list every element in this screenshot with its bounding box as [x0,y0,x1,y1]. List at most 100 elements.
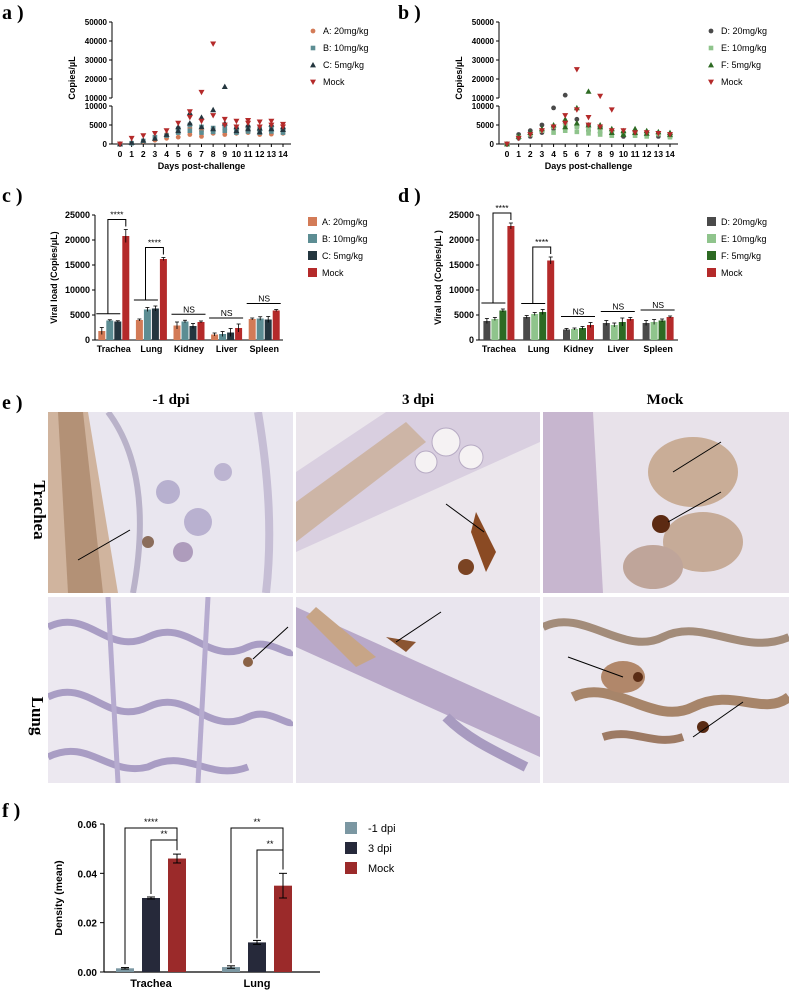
legend-swatch [707,234,716,243]
legend-label: 3 dpi [368,843,392,855]
legend-label: E: 10mg/kg [721,43,767,53]
data-point [539,122,545,128]
bar [610,325,618,340]
bar [563,329,570,340]
data-point [233,124,240,130]
data-point [222,132,228,137]
data-point [620,131,627,137]
data-point [585,88,592,94]
legend-label: C: 5mg/kg [322,251,363,261]
data-point [643,130,650,136]
bar [491,319,499,340]
y-tick-label: 5000 [89,121,107,130]
panel-label-d: d ) [398,185,421,207]
y-tick-label: 10000 [85,94,108,103]
x-tick-label: 8 [211,149,216,159]
x-tick-label: 7 [586,149,591,159]
y-tick-label: 50000 [472,18,495,27]
data-point [151,130,158,137]
data-point [210,129,216,135]
bar [571,329,578,340]
data-point [210,113,217,119]
x-tick-label: Lung [528,344,550,354]
panel-label-a: a ) [2,2,24,24]
bar [159,259,167,340]
legend-label: C: 5mg/kg [323,60,364,70]
histology-trachea-minus1dpi [48,412,293,593]
data-point [186,109,193,115]
legend-label: Mock [323,77,345,87]
legend-label: Mock [322,268,344,278]
x-tick-label: Spleen [643,344,673,354]
data-point [280,121,286,128]
x-tick-label: 2 [141,149,146,159]
panel-label-e: e ) [2,392,23,414]
significance-bracket [124,827,178,965]
y-tick-label: 10000 [449,285,474,295]
data-point [527,132,534,138]
x-tick-label: 9 [222,149,227,159]
data-point [128,139,135,145]
data-point [233,118,240,125]
data-point [550,124,557,130]
data-point [245,125,252,132]
bar [618,322,626,340]
y-tick-label: 10000 [65,285,90,295]
significance-bracket [150,839,178,894]
histology-lung-3dpi [296,597,540,783]
bar [135,320,143,340]
legend-swatch [308,251,317,260]
data-point [198,123,205,130]
significance-label: ** [253,817,261,827]
y-tick-label: 15000 [449,260,474,270]
legend-label: D: 20mg/kg [721,26,767,36]
data-point [644,134,650,139]
data-point [609,133,615,138]
data-point [574,116,580,122]
significance-label: **** [535,237,549,247]
data-point [608,128,615,134]
bar [483,321,491,340]
bar [499,310,507,340]
data-point [562,116,569,122]
x-tick-label: Spleen [249,344,279,354]
bar [579,328,586,340]
legend-swatch [308,234,317,243]
legend-marker [310,79,316,85]
data-point [199,130,204,135]
data-point [597,93,604,100]
y-tick-label: 0 [469,335,474,345]
data-point [187,128,193,133]
col-title-3dpi: 3 dpi [401,392,435,408]
y-tick-label: 0 [103,140,108,149]
y-tick-label: 0 [490,140,495,149]
bar [211,334,219,340]
x-tick-label: Lung [140,344,162,354]
bar [173,325,181,340]
x-axis-label: Days post-challenge [545,161,633,171]
y-tick-label: 0.02 [78,919,98,930]
data-point [585,122,592,128]
y-tick-label: 40000 [472,37,495,46]
data-point [163,128,170,134]
y-tick-label: 0 [85,335,90,345]
x-tick-label: Kidney [174,344,204,354]
x-tick-label: 13 [267,149,277,159]
data-point [551,105,556,111]
y-axis-label: Viral load (Copies/μL) [49,231,59,323]
legend-label: E: 10mg/kg [721,234,767,244]
legend-label: D: 20mg/kg [721,217,767,227]
data-point [245,118,252,124]
col-title-minus1dpi: -1 dpi [152,392,190,408]
x-tick-label: 0 [505,149,510,159]
data-point [562,113,569,119]
data-point [597,132,603,137]
data-point [175,120,182,127]
bar [547,260,555,340]
y-tick-label: 10000 [472,94,495,103]
histology-image [543,597,789,783]
data-point [151,135,158,141]
data-point [562,92,568,98]
